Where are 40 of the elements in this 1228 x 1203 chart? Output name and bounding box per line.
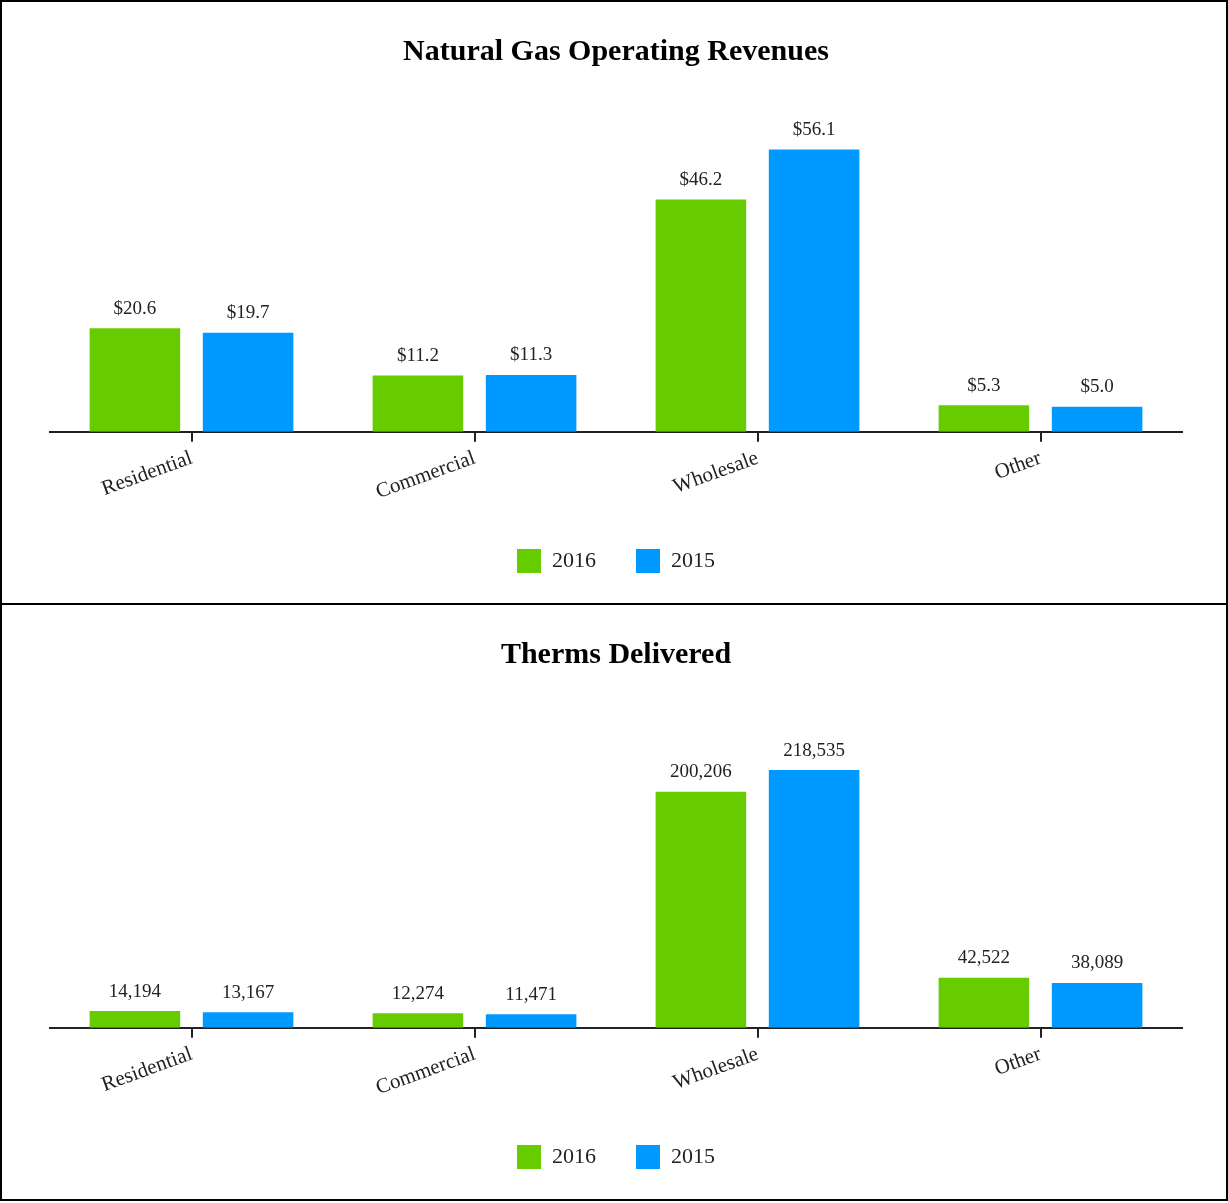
data-label: 218,535 — [783, 738, 845, 760]
bar — [768, 149, 860, 432]
data-label: 11,471 — [505, 982, 557, 1004]
legend-label: 2016 — [552, 1142, 596, 1168]
x-tick-label: Other — [990, 444, 1045, 484]
bar — [372, 375, 464, 432]
bar — [89, 1011, 181, 1028]
bar — [202, 1012, 294, 1028]
bar — [485, 374, 577, 432]
bar — [485, 1014, 577, 1028]
bar — [1051, 982, 1143, 1028]
bar — [1051, 406, 1143, 432]
bar — [768, 770, 860, 1028]
bar — [655, 199, 747, 432]
data-label: 12,274 — [391, 981, 445, 1003]
data-label: $46.2 — [679, 167, 723, 189]
bar — [655, 791, 747, 1028]
data-label: $5.0 — [1080, 375, 1114, 397]
x-tick-label: Other — [990, 1040, 1045, 1080]
data-label: 42,522 — [957, 946, 1011, 968]
data-label: 13,167 — [221, 980, 275, 1002]
chart-title: Natural Gas Operating Revenues — [403, 32, 829, 66]
data-label: $11.3 — [510, 343, 553, 365]
data-label: $19.7 — [226, 301, 270, 323]
legend-label: 2015 — [671, 546, 715, 572]
data-label: $56.1 — [792, 118, 836, 140]
data-label: 38,089 — [1070, 951, 1124, 973]
bar — [938, 977, 1030, 1028]
bar — [89, 328, 181, 432]
bar — [202, 332, 294, 432]
bar — [938, 405, 1030, 432]
legend-label: 2015 — [671, 1142, 715, 1168]
bar — [372, 1013, 464, 1028]
data-label: 200,206 — [670, 760, 732, 782]
data-label: 14,194 — [108, 979, 162, 1001]
data-label: $20.6 — [113, 296, 157, 318]
data-label: $11.2 — [396, 343, 439, 365]
legend-label: 2016 — [552, 546, 596, 572]
chart-title: Therms Delivered — [500, 635, 732, 669]
data-label: $5.3 — [967, 373, 1001, 395]
